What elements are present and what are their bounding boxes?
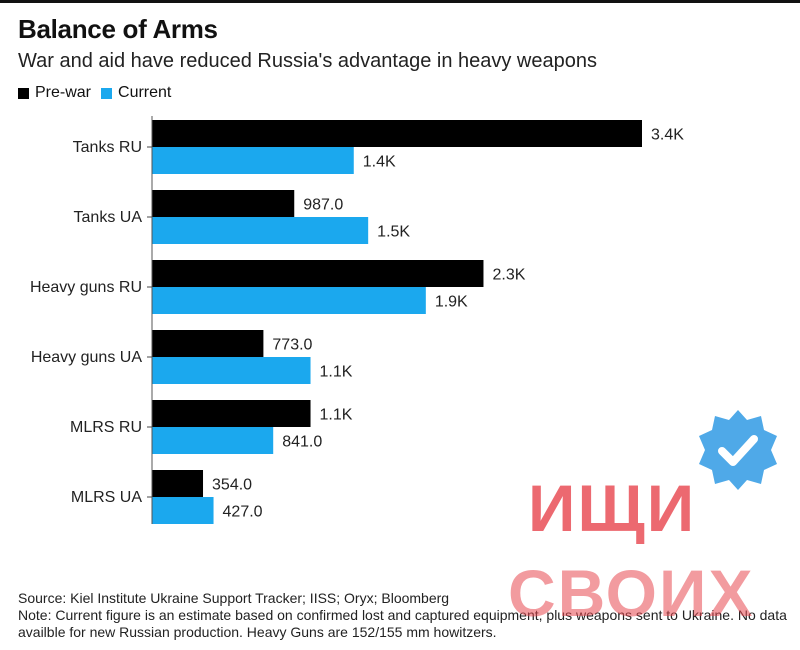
- category-label-heavy-guns-ru: Heavy guns RU: [30, 279, 142, 296]
- chart-subtitle: War and aid have reduced Russia's advant…: [18, 50, 597, 72]
- legend-item-pre-war: Pre-war: [18, 84, 91, 102]
- top-rule: [0, 0, 800, 3]
- data-label-pre-war-tanks-ru: 3.4K: [651, 127, 684, 144]
- data-label-pre-war-mlrs-ua: 354.0: [212, 477, 252, 494]
- data-label-pre-war-mlrs-ru: 1.1K: [320, 407, 353, 424]
- data-label-current-heavy-guns-ua: 1.1K: [320, 364, 353, 381]
- legend: Pre-war Current: [18, 84, 181, 102]
- note-text: Note: Current figure is an estimate base…: [18, 607, 787, 640]
- data-label-pre-war-heavy-guns-ua: 773.0: [272, 337, 312, 354]
- bar-pre-war-heavy-guns-ru: [152, 260, 484, 287]
- category-label-tanks-ru: Tanks RU: [73, 139, 142, 156]
- bar-chart: Tanks RU 3.4K 1.4K Tanks UA 987.0 1.5K Heavy g…: [30, 116, 684, 524]
- bar-pre-war-tanks-ua: [152, 190, 295, 217]
- category-label-mlrs-ru: MLRS RU: [70, 419, 142, 436]
- data-label-current-mlrs-ru: 841.0: [282, 434, 322, 451]
- category-label-tanks-ua: Tanks UA: [74, 209, 143, 226]
- bar-current-mlrs-ru: [152, 427, 274, 454]
- legend-label-pre-war: Pre-war: [35, 84, 92, 101]
- bar-pre-war-tanks-ru: [152, 120, 642, 147]
- bar-pre-war-heavy-guns-ua: [152, 330, 264, 357]
- data-label-current-tanks-ua: 1.5K: [377, 224, 410, 241]
- category-label-mlrs-ua: MLRS UA: [71, 489, 142, 506]
- bar-pre-war-mlrs-ru: [152, 400, 311, 427]
- bar-current-mlrs-ua: [152, 497, 214, 524]
- watermark-text-line2: СВОИХ: [508, 556, 755, 630]
- legend-label-current: Current: [118, 84, 172, 101]
- source-text: Source: Kiel Institute Ukraine Support T…: [18, 590, 450, 606]
- category-label-heavy-guns-ua: Heavy guns UA: [31, 349, 142, 366]
- legend-swatch-current: [101, 87, 113, 99]
- data-label-current-mlrs-ua: 427.0: [223, 504, 263, 521]
- verified-check-icon: [699, 410, 777, 490]
- data-label-current-heavy-guns-ru: 1.9K: [435, 294, 468, 311]
- data-label-pre-war-tanks-ua: 987.0: [303, 197, 343, 214]
- bar-current-heavy-guns-ru: [152, 287, 426, 314]
- bar-current-tanks-ua: [152, 217, 369, 244]
- bar-pre-war-mlrs-ua: [152, 470, 204, 497]
- legend-item-current: Current: [101, 84, 171, 102]
- watermark-text-line1: ИЩИ: [528, 471, 697, 545]
- bar-current-tanks-ru: [152, 147, 354, 174]
- data-label-current-tanks-ru: 1.4K: [363, 154, 396, 171]
- bar-current-heavy-guns-ua: [152, 357, 311, 384]
- data-label-pre-war-heavy-guns-ru: 2.3K: [492, 267, 525, 284]
- chart-title: Balance of Arms: [18, 14, 218, 44]
- legend-swatch-pre-war: [18, 87, 29, 99]
